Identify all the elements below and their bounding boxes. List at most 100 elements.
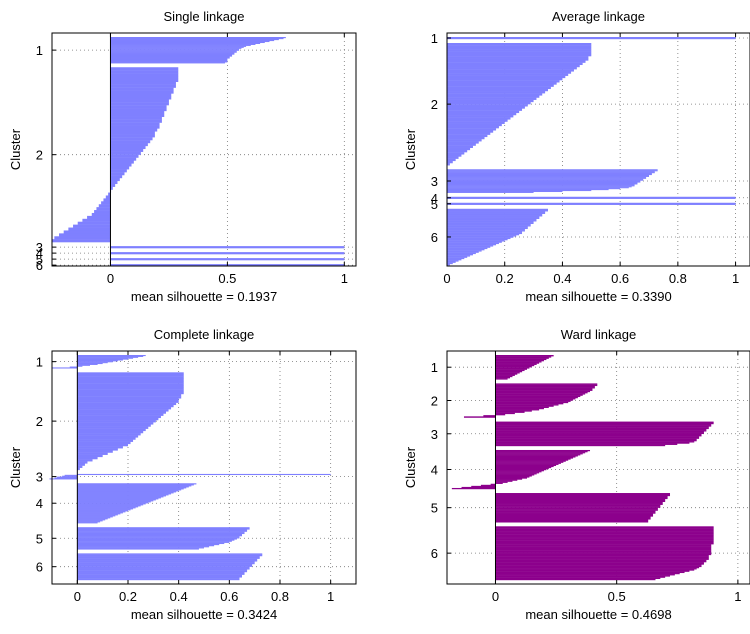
silhouette-bar: [77, 361, 113, 363]
silhouette-bar: [495, 535, 714, 538]
silhouette-bar: [495, 538, 714, 540]
silhouette-bar: [447, 117, 511, 120]
silhouette-bar: [77, 519, 106, 521]
silhouette-bar: [447, 246, 491, 248]
silhouette-bar: [495, 430, 707, 432]
silhouette-bar: [447, 104, 528, 107]
silhouette-bar: [77, 503, 146, 505]
silhouette-bar: [77, 362, 108, 364]
silhouette-bar: [447, 67, 577, 70]
silhouette-bar: [110, 46, 244, 48]
silhouette-bar: [447, 47, 592, 50]
silhouette-bar: [495, 412, 515, 415]
silhouette-bar: [77, 488, 184, 490]
silhouette-bar: [77, 499, 156, 501]
silhouette-bar: [77, 490, 179, 492]
cluster-label: 3: [431, 174, 438, 189]
silhouette-bar: [447, 263, 450, 266]
silhouette-bar: [495, 389, 593, 391]
silhouette-bar: [495, 574, 675, 576]
cluster-label: 4: [36, 246, 43, 261]
cluster-label: 3: [36, 470, 43, 485]
silhouette-bar: [103, 198, 111, 202]
silhouette-bar: [495, 421, 714, 423]
silhouette-bar: [77, 357, 134, 359]
silhouette-bar: [57, 476, 78, 478]
silhouette-bar: [77, 446, 123, 449]
silhouette-bar: [495, 425, 712, 427]
silhouette-bar: [110, 57, 230, 59]
silhouette-bar: [77, 452, 108, 455]
silhouette-bar: [77, 505, 141, 507]
silhouette-bar: [110, 151, 141, 155]
silhouette-bar: [77, 554, 263, 557]
cluster-label: 1: [36, 355, 43, 370]
silhouette-bar: [447, 43, 592, 46]
silhouette-bar: [447, 242, 499, 245]
silhouette-bar: [77, 508, 134, 510]
silhouette-bar: [77, 456, 98, 460]
silhouette-bar: [495, 497, 668, 500]
silhouette-bar: [77, 576, 242, 578]
silhouette-bar: [110, 84, 176, 88]
silhouette-bar: [105, 195, 111, 199]
silhouette-bar: [447, 101, 531, 105]
silhouette-bar: [77, 385, 184, 388]
silhouette-bar: [77, 491, 177, 493]
silhouette-bar: [447, 185, 635, 187]
silhouette-bar: [77, 506, 139, 508]
silhouette-bar: [110, 252, 345, 255]
silhouette-bar: [77, 534, 242, 537]
silhouette-bar: [110, 175, 123, 179]
silhouette-bar: [447, 260, 459, 262]
silhouette-bar: [87, 215, 111, 219]
silhouette-bar: [495, 548, 712, 551]
silhouette-bar: [73, 224, 111, 228]
silhouette-bar: [447, 121, 505, 124]
x-axis-label: mean silhouette = 0.3390: [525, 289, 671, 304]
silhouette-bar: [447, 258, 462, 261]
silhouette-bar: [77, 376, 184, 380]
silhouette-bar: [77, 422, 154, 425]
cluster-label: 2: [36, 414, 43, 429]
silhouette-bar: [447, 84, 554, 87]
silhouette-bar: [110, 62, 226, 64]
silhouette-bar: [77, 527, 250, 529]
silhouette-bar: [447, 232, 523, 235]
silhouette-bar: [495, 501, 663, 504]
silhouette-bar: [495, 454, 581, 456]
cluster-label: 3: [431, 427, 438, 442]
silhouette-bar: [495, 390, 591, 393]
silhouette-bar: [495, 494, 671, 497]
silhouette-bar: [77, 394, 182, 397]
silhouette-bar: [110, 43, 256, 45]
silhouette-bar: [77, 541, 230, 543]
silhouette-bar: [495, 365, 532, 368]
silhouette-bar: [110, 67, 179, 71]
silhouette-bar: [77, 459, 93, 462]
silhouette-bar: [447, 248, 485, 251]
silhouette-bar: [461, 486, 496, 489]
silhouette-bar: [495, 426, 709, 428]
silhouette-bar: [447, 253, 473, 256]
silhouette-bar: [495, 564, 702, 566]
silhouette-bar: [447, 49, 592, 52]
silhouette-bar: [77, 485, 192, 487]
silhouette-bar: [495, 436, 700, 438]
axes-frame: [446, 32, 750, 267]
silhouette-bar: [447, 154, 462, 157]
silhouette-bar: [77, 569, 248, 571]
silhouette-bar: [447, 217, 540, 219]
silhouette-bar: [77, 362, 103, 365]
silhouette-bar: [447, 170, 658, 172]
silhouette-bar: [77, 558, 258, 561]
silhouette-bar: [495, 575, 671, 577]
silhouette-bar: [495, 411, 525, 413]
silhouette-bar: [447, 179, 644, 181]
silhouette-bar: [77, 570, 248, 573]
silhouette-bar: [110, 119, 162, 123]
silhouette-bar: [495, 550, 712, 552]
silhouette-bar: [495, 520, 649, 523]
silhouette-bar: [110, 51, 237, 53]
